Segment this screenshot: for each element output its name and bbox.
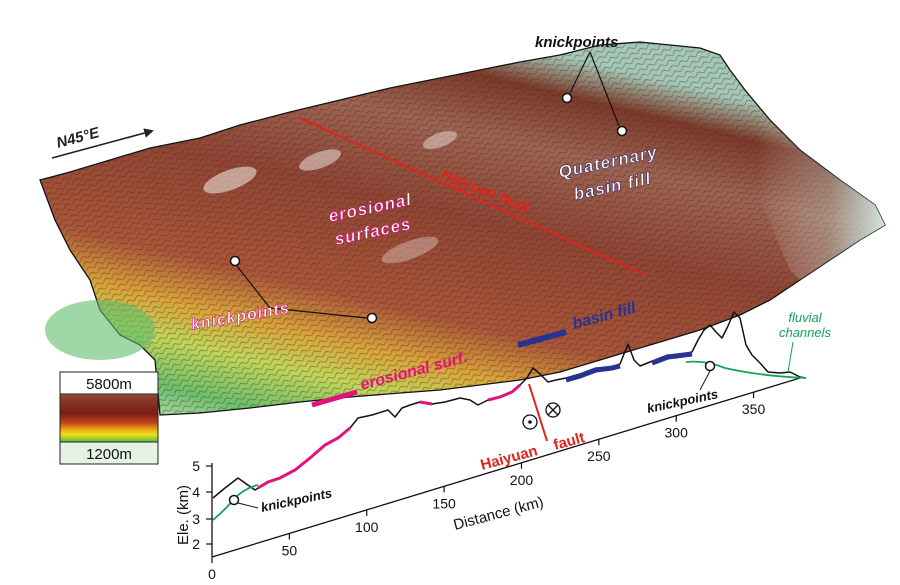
leader-line	[269, 307, 368, 319]
x-tick-label: 150	[432, 495, 456, 511]
x-axis-label: Distance (km)	[452, 493, 546, 533]
x-tick-label: 0	[208, 566, 216, 582]
leader-line	[569, 51, 591, 94]
dot-symbol	[522, 414, 538, 430]
legend-max-label: 5800m	[86, 376, 132, 393]
x-ticks: 0 50 100 150 200 250 300 350	[208, 392, 765, 582]
basin-fill-segment-profile	[565, 363, 621, 383]
erosional-legend-swatch	[311, 389, 358, 408]
erosional-segment-profile	[419, 400, 433, 406]
distance-axis-line	[211, 377, 801, 558]
basin-legend-swatch	[517, 329, 567, 348]
haiyuan-profile-label: Haiyuan	[479, 442, 540, 474]
basin-fill-segment-profile	[651, 351, 693, 366]
channels-label: channels	[779, 325, 832, 340]
fluvial-leader	[787, 341, 794, 373]
y-axis-label: Ele. (km)	[175, 485, 192, 545]
map-knickpoint-marker	[229, 255, 241, 267]
map-knickpoint-marker	[561, 92, 573, 104]
terrain-block	[39, 41, 886, 416]
leader-line	[237, 502, 259, 509]
orientation-label: N45°E	[55, 124, 102, 152]
fault-profile-label: fault	[552, 429, 587, 454]
terrain-hillshade	[40, 42, 885, 415]
map-knickpoint-marker	[616, 125, 628, 137]
snow-patch	[422, 130, 458, 150]
erosional-segment-profile	[257, 426, 351, 490]
y-tick-label: 2	[192, 536, 200, 552]
knickpoints-top-label: knickpoints	[535, 34, 618, 51]
y-tick-label: 5	[192, 458, 200, 474]
knickpoints-right-label: knickpoints	[646, 386, 720, 416]
x-tick-label: 300	[665, 425, 689, 441]
elevation-legend: 5800m 1200m	[59, 371, 159, 465]
haiyuan-fault-trace	[299, 117, 646, 276]
erosional-segment-profile	[487, 383, 521, 402]
knickpoints-left-profile-label: knickpoints	[260, 485, 334, 515]
profile-knickpoint-marker	[704, 360, 716, 372]
fluvial-label: fluvial	[788, 310, 822, 325]
x-tick-label: 200	[510, 472, 534, 488]
x-tick-label: 250	[587, 448, 611, 464]
profile-knickpoint-marker	[228, 494, 240, 506]
cross-symbol	[545, 402, 561, 418]
snow-patch	[299, 149, 341, 171]
y-tick-label: 3	[192, 511, 200, 527]
snow-patch	[203, 166, 257, 194]
north-arrow-line	[51, 128, 154, 159]
x-tick-label: 350	[742, 401, 766, 417]
map-knickpoint-marker	[366, 312, 378, 324]
legend-top-label-bg	[59, 371, 159, 395]
x-tick-label: 100	[355, 519, 379, 535]
haiyuan-fault-profile	[528, 383, 548, 442]
leader-line	[236, 265, 271, 309]
snow-patch	[381, 236, 439, 264]
leader-line	[589, 51, 620, 127]
fluvial-channel-right	[685, 360, 807, 379]
green-lowland	[45, 300, 155, 360]
legend-min-label: 1200m	[86, 446, 132, 463]
x-tick-label: 50	[282, 542, 298, 558]
legend-bottom-label-bg	[59, 441, 159, 465]
y-tick-label: 4	[192, 484, 200, 500]
y-ticks: 2 3 4 5	[192, 458, 212, 552]
leader-line	[699, 370, 711, 391]
terrain-basin-tint	[600, 42, 885, 280]
